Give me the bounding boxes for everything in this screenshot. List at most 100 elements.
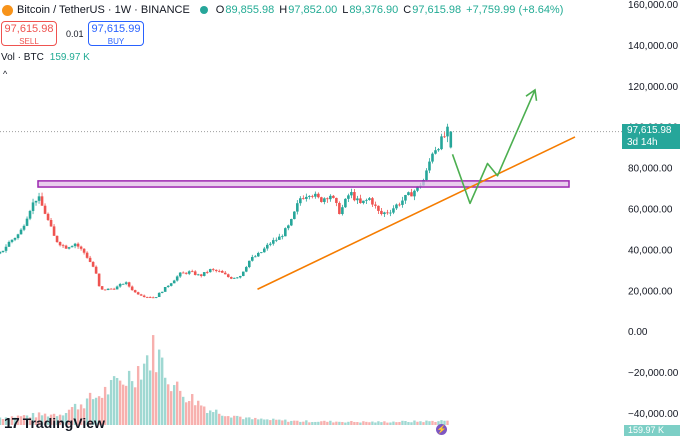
sell-button[interactable]: 97,615.98 SELL [1,21,57,46]
volume-bar [410,422,413,425]
volume-bar [377,421,380,425]
market-status-icon [199,6,208,14]
volume-legend[interactable]: Vol · BTC 159.97 K [1,52,90,63]
volume-bar [103,386,107,425]
volume-bar [332,422,335,425]
volume-bar [395,422,398,425]
volume-bar [392,421,395,425]
volume-bar [106,394,110,425]
volume-bar [374,422,377,425]
volume-bar [182,396,185,425]
volume-bar [416,421,419,425]
buy-label: BUY [107,37,125,46]
volume-bar [404,420,407,425]
tradingview-logo-text: TradingView [22,415,105,431]
collapse-legend-button[interactable]: ^ [3,69,8,79]
candle-body [220,270,224,273]
candle-body [428,161,431,171]
candle-body [259,252,263,254]
volume-label: Vol · BTC [1,52,44,63]
candle-body [217,270,221,272]
volume-bar [67,409,71,425]
candle-body [211,269,215,270]
candle-body [296,203,299,212]
candle-body [52,226,56,236]
volume-bar [362,421,365,425]
snapshot-icon[interactable]: ⚡ [436,424,447,435]
candle-body [58,242,62,246]
candle-body [16,234,20,239]
volume-bar [371,421,374,425]
price-axis-tick: 60,000.00 [628,205,673,216]
candle-body [0,251,2,254]
candle-body [76,243,80,247]
sell-price: 97,615.98 [4,23,54,35]
candle-body [163,287,167,292]
volume-bar [82,408,86,425]
candle-body [178,272,182,277]
volume-bar [323,420,326,425]
volume-bar [380,422,383,425]
tradingview-logo: 17 TradingView [4,414,105,432]
candle-body [154,297,158,298]
volume-bar [40,415,44,425]
support-trendline [257,136,576,290]
candle-body [410,192,413,197]
candle-body [440,136,443,150]
candle-body [281,236,284,238]
volume-bar [260,418,263,425]
symbol-title[interactable]: Bitcoin / TetherUS · 1W · BINANCE [17,4,190,16]
volume-bar [37,412,41,425]
volume-bar [157,349,161,425]
volume-bar [224,416,227,425]
price-axis-tick: 80,000.00 [628,164,673,175]
candle-body [314,193,317,197]
volume-bar [1,419,5,425]
volume-bar [257,419,260,425]
candle-body [196,274,200,276]
bitcoin-icon [2,4,13,16]
volume-bar [314,421,317,425]
candle-body [272,240,275,244]
volume-bar [431,420,434,425]
volume-bar [22,415,26,425]
candle-body [256,252,260,257]
candle-body [100,286,104,290]
close-label: C [403,4,412,16]
candle-body [398,204,401,206]
candle-body [235,277,239,279]
volume-bar [425,420,428,425]
buy-button[interactable]: 97,615.99 BUY [88,21,144,46]
volume-bar [112,376,116,425]
volume-bar [88,392,92,425]
candle-body [127,282,131,287]
volume-bar [233,415,236,425]
candle-body [79,246,83,249]
volume-bar [284,419,287,425]
resistance-zone [37,180,570,188]
candle-body [389,212,392,214]
volume-bar [245,417,248,425]
candle-body [287,225,290,229]
volume-bar [251,419,254,425]
volume-bar [239,416,242,425]
candle-body [347,195,350,199]
volume-bar [85,398,89,425]
projection-arrowhead [525,88,538,101]
volume-bar [215,409,218,425]
volume-bar [341,421,344,425]
candle-body [49,219,53,227]
volume-bar [386,422,389,425]
candle-body [7,241,11,247]
volume-bar [368,422,371,425]
candle-body [253,256,257,258]
volume-bar [218,413,221,425]
candle-body [130,286,134,291]
volume-bar [94,397,98,425]
volume-bar [43,413,47,425]
candle-body [425,170,428,180]
candle-body [157,292,161,298]
candle-body [302,198,305,200]
